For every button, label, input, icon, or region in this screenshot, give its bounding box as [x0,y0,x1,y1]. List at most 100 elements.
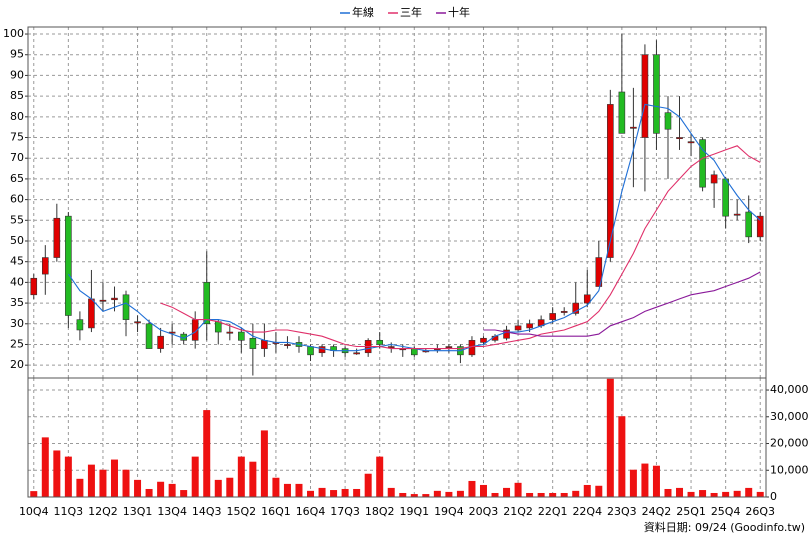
x-tick-label: 10Q4 [19,505,49,518]
x-tick-label: 12Q2 [88,505,118,518]
volume-bar [572,490,580,497]
candle-body [122,294,130,320]
candle-body [238,331,245,341]
candle-body [307,346,314,356]
volume-bar [214,479,222,497]
candle-body [687,141,695,144]
volume-bar [295,483,303,497]
volume-bar [76,478,84,497]
volume-bar [145,488,153,497]
ma-line [160,145,761,350]
candle-body [30,277,38,296]
x-tick-label: 25Q4 [711,505,741,518]
volume-bar [433,490,441,497]
volume-bar [41,437,49,497]
x-tick-label: 13Q4 [157,505,187,518]
volume-bar [629,469,637,497]
volume-bar [745,487,753,497]
volume-bar [191,456,199,497]
volume-bar [676,487,684,497]
candle-body [526,323,533,329]
volume-bar [237,456,245,497]
x-tick-label: 19Q1 [399,505,429,518]
x-tick-label: 26Q3 [745,505,775,518]
candle-body [560,311,568,313]
y-tick-label: 75 [10,131,24,144]
volume-bar [710,492,718,497]
y-tick-label: 70 [10,151,24,164]
y-tick-label: 30 [10,317,24,330]
volume-bar [203,410,211,497]
volume-bar [641,463,649,497]
volume-bar [756,491,764,497]
volume-bar [157,481,165,497]
x-tick-label: 15Q2 [227,505,257,518]
candle-body [410,348,418,356]
volume-bar [618,416,626,497]
volume-bar [64,456,72,497]
y2-tick-label: 0 [770,490,777,503]
volume-bar [595,485,603,497]
volume-bar [341,488,349,497]
volume-bar [503,487,511,497]
volume-bar [687,491,695,497]
candle-body [722,178,729,217]
y-tick-label: 85 [10,89,24,102]
x-tick-label: 18Q2 [365,505,395,518]
candle-body [261,340,268,349]
candle-body [756,215,764,238]
y-tick-label: 20 [10,358,24,371]
candle-body [607,104,614,258]
x-tick-label: 23Q3 [607,505,637,518]
candle-body [203,282,211,325]
candle-body [630,126,637,129]
candle-body [676,137,683,140]
candle-body [664,112,672,130]
y-tick-label: 95 [10,48,24,61]
volume-bar [606,378,614,497]
candle-body [745,211,753,238]
volume-bar [491,492,499,497]
y-tick-label: 60 [10,193,24,206]
y-tick-label: 80 [10,110,24,123]
volume-bar [364,473,372,497]
volume-bar [99,469,107,497]
y-tick-label: 25 [10,337,24,350]
y-tick-label: 40 [10,275,24,288]
x-tick-label: 16Q4 [296,505,326,518]
x-tick-label: 13Q1 [123,505,153,518]
x-tick-label: 19Q4 [434,505,464,518]
candle-body [376,340,384,345]
volume-bar [664,488,672,497]
volume-bar [376,456,384,497]
volume-bar [134,479,142,497]
volume-bar [110,459,118,497]
volume-bar [180,490,188,497]
ma-line [483,271,761,337]
volume-bar [87,464,95,497]
volume-bar [249,461,257,497]
y-tick-label: 55 [10,213,24,226]
volume-bar [583,484,591,497]
y2-tick-label: 10,000 [770,463,808,476]
volume-bar [468,480,476,497]
volume-bar [722,491,730,497]
volume-bar [445,491,453,497]
candle-body [226,331,234,334]
source-note: 資料日期: 09/24 (Goodinfo.tw) [644,520,805,534]
volume-bar [387,487,395,497]
candle-body [733,213,741,216]
candle-body [134,321,141,324]
x-tick-label: 14Q3 [192,505,222,518]
candle-body [249,337,257,349]
volume-bar [733,490,741,497]
volume-bar [353,488,361,497]
volume-bar [168,483,176,497]
volume-bar [652,465,660,497]
volume-bar [330,490,338,497]
volume-bar [549,492,557,497]
x-tick-label: 25Q1 [676,505,706,518]
candle-body [503,329,510,339]
